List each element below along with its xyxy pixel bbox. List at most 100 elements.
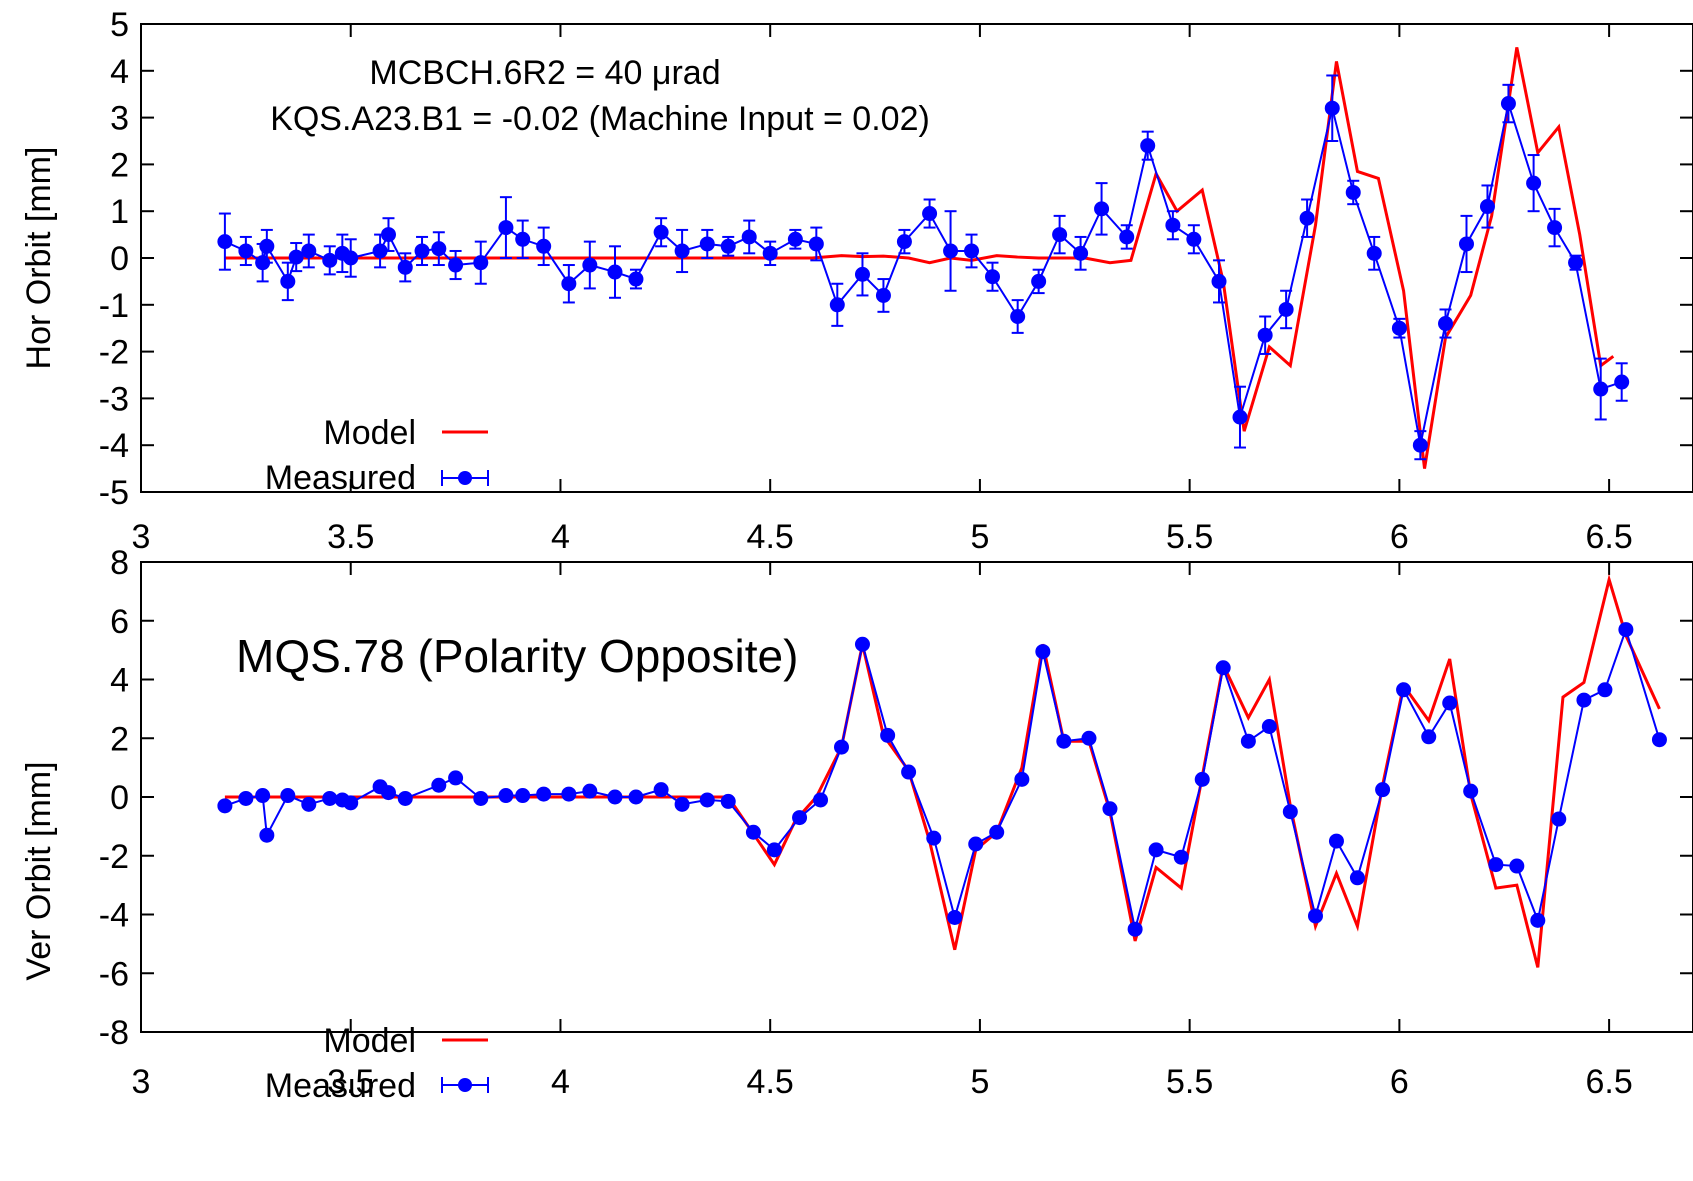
top-chart-measured-point bbox=[380, 227, 396, 243]
top-chart-y-tick-label: 5 bbox=[110, 6, 129, 44]
bottom-chart-measured-point bbox=[1014, 771, 1030, 787]
top-chart-measured-point bbox=[607, 264, 623, 280]
bottom-chart-measured-point bbox=[582, 783, 598, 799]
bottom-chart-measured-point bbox=[515, 788, 531, 804]
bottom-chart-measured-point bbox=[1173, 849, 1189, 865]
top-chart-measured-point bbox=[582, 257, 598, 273]
top-chart-measured-point bbox=[414, 243, 430, 259]
bottom-chart-measured-point bbox=[699, 792, 715, 808]
top-chart-measured-point bbox=[1052, 227, 1068, 243]
bottom-chart-measured-point bbox=[1651, 732, 1667, 748]
bottom-chart-x-tick-label: 6.5 bbox=[1585, 1063, 1632, 1101]
top-chart-measured-point bbox=[259, 238, 275, 254]
top-chart-measured-point bbox=[985, 269, 1001, 285]
bottom-chart-measured-point bbox=[536, 786, 552, 802]
top-chart-measured-point bbox=[1568, 255, 1584, 271]
top-chart-measured-point bbox=[1345, 184, 1361, 200]
top-chart-legend-model-label: Model bbox=[323, 414, 416, 452]
top-chart-legend: Model Measured bbox=[265, 414, 489, 497]
top-chart-y-tick-label: -5 bbox=[99, 474, 129, 512]
bottom-chart-x-tick-label: 3 bbox=[132, 1063, 151, 1101]
top-chart-measured-point bbox=[397, 259, 413, 275]
bottom-chart-measured-point bbox=[968, 836, 984, 852]
bottom-chart-measured-point bbox=[217, 798, 233, 814]
top-chart-measured-point bbox=[943, 243, 959, 259]
top-chart-x-tick-label: 4.5 bbox=[747, 518, 794, 556]
top-chart-measured-point bbox=[720, 238, 736, 254]
bottom-chart-measured-point bbox=[343, 795, 359, 811]
bottom-chart-measured-point bbox=[1081, 730, 1097, 746]
top-chart-x-tick-label: 4 bbox=[551, 518, 570, 556]
top-chart-measured-point bbox=[1257, 327, 1273, 343]
top-chart-y-tick-label: -3 bbox=[99, 380, 129, 418]
top-chart-measured-point bbox=[1614, 374, 1630, 390]
bottom-chart-measured-point bbox=[766, 842, 782, 858]
bottom-chart-measured-point bbox=[1261, 719, 1277, 734]
top-chart-measured-point bbox=[1438, 316, 1454, 332]
bottom-chart-measured-point bbox=[792, 810, 808, 826]
top-chart-measured-point bbox=[741, 229, 757, 245]
top-chart-annotation-1: MCBCH.6R2 = 40 μrad bbox=[369, 54, 720, 92]
top-chart-measured-point bbox=[431, 241, 447, 257]
top-chart-y-tick-label: -2 bbox=[99, 334, 129, 372]
bottom-chart-y-axis-label: Ver Orbit [mm] bbox=[20, 761, 58, 980]
bottom-chart-measured-point bbox=[1509, 858, 1525, 874]
bottom-chart-y-tick-label: -2 bbox=[99, 838, 129, 876]
bottom-chart-measured-point bbox=[989, 824, 1005, 840]
bottom-chart-y-tick-label: -8 bbox=[99, 1014, 129, 1052]
top-chart-measured-point bbox=[1140, 138, 1156, 154]
top-chart-measured-point bbox=[536, 238, 552, 254]
top-chart-measured-point bbox=[964, 243, 980, 259]
top-chart-y-tick-label: -1 bbox=[99, 287, 129, 325]
top-chart-measured-point bbox=[1526, 175, 1542, 191]
bottom-chart-measured-point bbox=[1530, 912, 1546, 928]
bottom-chart-measured-point bbox=[448, 770, 464, 786]
top-chart-measured-point bbox=[1391, 320, 1407, 336]
top-chart-measured-point bbox=[922, 206, 938, 222]
bottom-chart-legend-model-label: Model bbox=[323, 1022, 416, 1060]
bottom-chart-y-tick-label: 2 bbox=[110, 720, 129, 758]
top-chart-measured-series bbox=[217, 74, 1630, 461]
bottom-chart-measured-point bbox=[255, 788, 271, 804]
bottom-chart: 3 3.5 4 4.5 5 5.5 6 6.5 -8 -6 -4 -2 0 2 4 6 8 Ver Orbit … bbox=[20, 544, 1693, 1105]
top-chart-measured-point bbox=[762, 245, 778, 261]
bottom-chart-measured-point bbox=[926, 830, 942, 846]
bottom-chart-legend-measured-label: Measured bbox=[265, 1067, 416, 1105]
top-chart-measured-point bbox=[628, 271, 644, 287]
top-chart-x-tick-label: 6.5 bbox=[1585, 518, 1632, 556]
top-chart-measured-point bbox=[896, 234, 912, 250]
top-chart-legend-measured-swatch bbox=[441, 470, 489, 486]
bottom-chart-measured-point bbox=[1056, 733, 1072, 749]
top-chart-measured-point bbox=[1232, 409, 1248, 425]
top-chart-y-tick-label: 1 bbox=[110, 193, 129, 231]
bottom-chart-measured-point bbox=[380, 785, 396, 801]
bottom-chart-measured-point bbox=[1576, 692, 1592, 708]
bottom-chart-measured-point bbox=[607, 789, 623, 805]
bottom-chart-x-tick-label: 6 bbox=[1390, 1063, 1409, 1101]
top-chart-measured-point bbox=[372, 243, 388, 259]
bottom-chart-measured-point bbox=[1488, 857, 1504, 873]
top-chart-measured-point bbox=[808, 236, 824, 252]
bottom-chart-y-tick-label: 8 bbox=[110, 544, 129, 582]
bottom-chart-measured-point bbox=[431, 777, 447, 793]
top-chart-measured-point bbox=[699, 236, 715, 252]
bottom-chart-y-tick-label: -4 bbox=[99, 897, 129, 935]
top-chart: 3 3.5 4 4.5 5 5.5 6 6.5 -5 -4 -3 -2 -1 0 1 2 3 4 5 Hor Orb… bbox=[20, 6, 1693, 556]
bottom-chart-legend-measured-swatch bbox=[441, 1077, 489, 1093]
bottom-chart-measured-point bbox=[674, 796, 690, 812]
top-chart-annotation-2: KQS.A23.B1 = -0.02 (Machine Input = 0.02… bbox=[270, 100, 930, 138]
top-chart-y-tick-label: -4 bbox=[99, 427, 129, 465]
top-chart-measured-point bbox=[1593, 381, 1609, 397]
top-chart-x-tick-label: 5 bbox=[970, 518, 989, 556]
top-chart-measured-point bbox=[473, 255, 489, 271]
bottom-chart-measured-point bbox=[720, 793, 736, 809]
top-chart-measured-point bbox=[1031, 273, 1047, 289]
bottom-chart-measured-point bbox=[498, 788, 514, 804]
top-chart-x-tick-label: 3.5 bbox=[327, 518, 374, 556]
top-chart-measured-point bbox=[1500, 96, 1516, 112]
top-chart-y-tick-label: 2 bbox=[110, 146, 129, 184]
bottom-chart-measured-point bbox=[901, 764, 917, 780]
bottom-chart-measured-point bbox=[280, 788, 296, 804]
bottom-chart-ticks: 3 3.5 4 4.5 5 5.5 6 6.5 -8 -6 -4 -2 0 2 4 6 8 bbox=[99, 544, 1693, 1101]
